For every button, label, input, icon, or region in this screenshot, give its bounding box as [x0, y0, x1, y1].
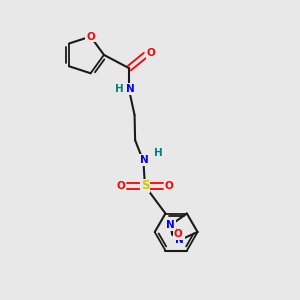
Text: O: O [116, 181, 125, 191]
Text: O: O [165, 181, 174, 191]
Text: O: O [86, 32, 95, 41]
Text: N: N [140, 155, 148, 165]
Text: N: N [126, 84, 135, 94]
Text: N: N [175, 235, 184, 245]
Text: S: S [141, 179, 149, 193]
Text: H: H [115, 84, 124, 94]
Text: H: H [154, 148, 163, 158]
Text: N: N [167, 220, 175, 230]
Text: O: O [174, 230, 182, 239]
Text: O: O [146, 48, 155, 59]
